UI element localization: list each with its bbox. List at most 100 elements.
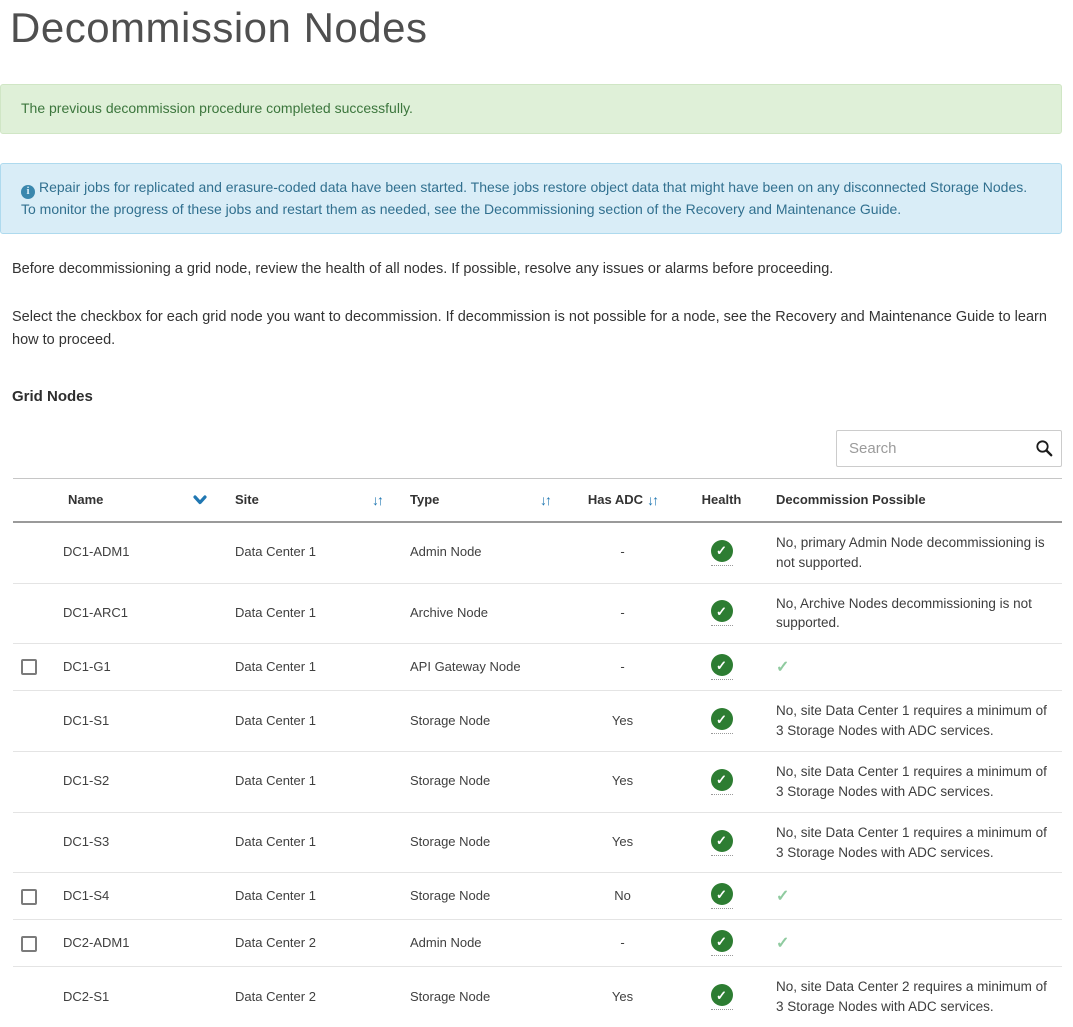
sort-desc-icon[interactable] (193, 495, 207, 505)
node-name-cell: DC1-S3 (55, 812, 227, 874)
column-label: Health (701, 492, 742, 508)
decommission-possible-cell: No, primary Admin Node decommissioning i… (768, 521, 1062, 584)
possible-message: No, Archive Nodes decommissioning is not… (776, 595, 1032, 631)
grid-nodes-table: Name Site ↓↑ Type ↓↑ Has ADC ↓↑ Health D… (13, 477, 1062, 1027)
decommission-possible-cell: ✓ (768, 872, 1062, 921)
node-type-cell: Archive Node (402, 583, 570, 645)
decommission-possible-cell: No, site Data Center 2 requires a minimu… (768, 967, 1062, 1027)
node-name-cell: DC2-S1 (63, 988, 110, 1004)
sort-toggle-icon[interactable]: ↓↑ (647, 491, 659, 508)
sort-toggle-icon[interactable]: ↓↑ (372, 491, 384, 508)
info-icon: i (21, 184, 35, 199)
row-checkbox[interactable] (21, 935, 37, 952)
possible-check-icon: ✓ (776, 887, 790, 905)
decommission-possible-cell: ✓ (768, 919, 1062, 968)
health-ok-icon[interactable]: ✓ (710, 708, 733, 735)
instructions-paragraph-1: Before decommissioning a grid node, revi… (12, 261, 834, 278)
success-banner: The previous decommission procedure comp… (0, 84, 1062, 134)
column-label: Site (235, 492, 259, 508)
node-name-cell: DC2-ADM1 (55, 919, 227, 968)
node-site-cell: Data Center 1 (227, 583, 402, 645)
table-row: DC1-S4 Data Center 1 Storage Node No ✓ ✓ (13, 872, 1062, 921)
header-checkbox-spacer (13, 477, 55, 523)
node-has-adc-cell: Yes (570, 812, 675, 874)
table-row: DC1-S3 Data Center 1 Storage Node Yes ✓ … (13, 812, 1062, 874)
column-header-possible: Decommission Possible (768, 477, 1062, 523)
sort-toggle-icon[interactable]: ↓↑ (540, 491, 552, 508)
health-ok-icon[interactable]: ✓ (710, 883, 733, 910)
health-ok-icon[interactable]: ✓ (710, 768, 733, 795)
node-name-cell: DC1-S1 (55, 690, 227, 752)
search-input[interactable] (836, 429, 1062, 467)
search-icon[interactable] (1033, 437, 1055, 459)
node-has-adc-cell: Yes (570, 690, 675, 752)
node-site-cell: Data Center 1 (227, 690, 402, 752)
node-site-cell: Data Center 1 (227, 872, 402, 921)
column-label: Has ADC (587, 492, 644, 508)
health-ok-icon[interactable]: ✓ (710, 600, 733, 627)
column-label: Name (68, 492, 104, 508)
decommission-possible-cell: ✓ (768, 643, 1062, 692)
node-site-cell: Data Center 1 (227, 812, 402, 874)
node-name-cell: DC1-S2 (55, 751, 227, 813)
decommission-possible-cell: No, site Data Center 1 requires a minimu… (768, 751, 1062, 813)
node-has-adc-cell: - (570, 643, 675, 692)
node-type-cell: Storage Node (410, 988, 491, 1004)
column-header-health: Health (675, 477, 768, 523)
node-type-cell: Admin Node (402, 919, 570, 968)
info-banner-text: Repair jobs for replicated and erasure-c… (21, 178, 1028, 217)
table-row: DC1-S2 Data Center 1 Storage Node Yes ✓ … (13, 751, 1062, 813)
column-header-name[interactable]: Name (55, 477, 227, 523)
possible-message: No, site Data Center 1 requires a minimu… (776, 703, 1047, 739)
search-box (836, 429, 1062, 467)
column-header-site[interactable]: Site ↓↑ (227, 477, 402, 523)
node-has-adc-cell: - (570, 583, 675, 645)
node-name-cell: DC1-S4 (55, 872, 227, 921)
health-ok-icon[interactable]: ✓ (710, 930, 733, 957)
possible-message: No, site Data Center 1 requires a minimu… (776, 824, 1047, 860)
table-row: DC2-ADM1 Data Center 2 Admin Node - ✓ ✓ (13, 919, 1062, 968)
possible-message: No, primary Admin Node decommissioning i… (776, 534, 1045, 570)
possible-message: No, site Data Center 1 requires a minimu… (776, 763, 1047, 799)
node-name-cell: DC1-ARC1 (55, 583, 227, 645)
node-type-cell: Storage Node (402, 812, 570, 874)
node-has-adc-cell: No (570, 872, 675, 921)
success-banner-text: The previous decommission procedure comp… (21, 100, 413, 117)
node-site-cell: Data Center 2 (227, 919, 402, 968)
node-type-cell: Admin Node (402, 521, 570, 584)
health-ok-icon[interactable]: ✓ (710, 654, 733, 681)
node-has-adc-cell: - (570, 919, 675, 968)
grid-nodes-table-body: DC1-ADM1 Data Center 1 Admin Node - ✓ No… (13, 521, 1062, 1027)
row-checkbox[interactable] (21, 888, 37, 905)
table-row: DC2-S1 Data Center 2 Storage Node Yes ✓ … (13, 967, 1062, 1027)
node-name-cell: DC1-ADM1 (55, 521, 227, 584)
grid-nodes-heading: Grid Nodes (12, 387, 93, 405)
node-site-cell: Data Center 1 (227, 643, 402, 692)
node-has-adc-cell: Yes (570, 751, 675, 813)
page-title: Decommission Nodes (10, 4, 428, 51)
possible-check-icon: ✓ (776, 934, 790, 952)
node-has-adc-cell: - (570, 521, 675, 584)
decommission-possible-cell: No, site Data Center 1 requires a minimu… (768, 812, 1062, 874)
column-label: Decommission Possible (776, 492, 926, 508)
search-row (0, 429, 1062, 467)
column-header-has_adc[interactable]: Has ADC ↓↑ (570, 477, 675, 523)
possible-message: No, site Data Center 2 requires a minimu… (776, 979, 1047, 1015)
row-checkbox[interactable] (21, 659, 37, 676)
node-has-adc-cell: Yes (611, 988, 634, 1004)
instructions-paragraph-2: Select the checkbox for each grid node y… (12, 308, 1047, 348)
table-row: DC1-G1 Data Center 1 API Gateway Node - … (13, 643, 1062, 692)
health-ok-icon[interactable]: ✓ (710, 984, 733, 1011)
health-ok-icon[interactable]: ✓ (710, 539, 733, 566)
column-header-type[interactable]: Type ↓↑ (402, 477, 570, 523)
node-type-cell: Storage Node (402, 690, 570, 752)
health-ok-icon[interactable]: ✓ (710, 829, 733, 856)
info-banner: i Repair jobs for replicated and erasure-… (0, 162, 1062, 235)
table-row: DC1-S1 Data Center 1 Storage Node Yes ✓ … (13, 690, 1062, 752)
node-site-cell: Data Center 2 (235, 988, 316, 1004)
column-label: Type (410, 492, 440, 508)
decommission-possible-cell: No, Archive Nodes decommissioning is not… (768, 583, 1062, 645)
node-site-cell: Data Center 1 (227, 751, 402, 813)
node-type-cell: Storage Node (402, 751, 570, 813)
